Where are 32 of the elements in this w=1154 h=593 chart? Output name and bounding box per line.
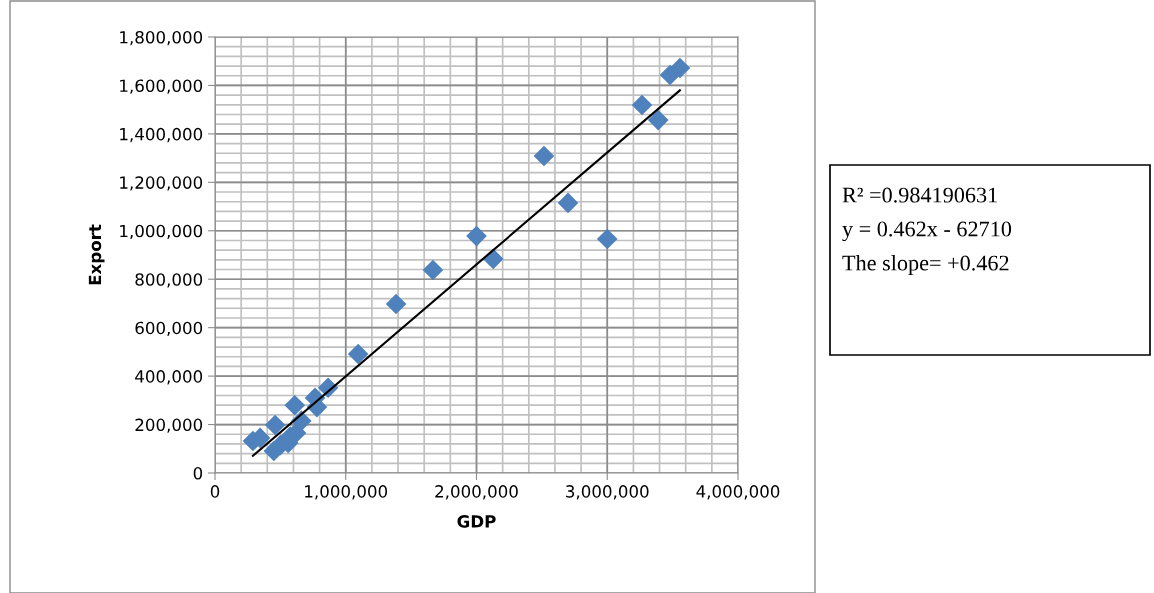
point — [466, 225, 487, 247]
point — [557, 192, 579, 214]
y-tick-label: 1,200,000 — [120, 176, 203, 191]
point — [264, 414, 286, 436]
text: The slope= +0.462 — [842, 254, 1009, 276]
point — [422, 259, 444, 281]
point — [533, 145, 555, 167]
x-tick-label: 1,000,000 — [305, 485, 388, 500]
x-tick-label: 2,000,000 — [435, 485, 518, 500]
y-tick-label: 1,600,000 — [120, 79, 203, 94]
y-axis-title: Export — [88, 224, 105, 285]
text: R² =0.984190631 — [842, 187, 997, 203]
point — [647, 109, 669, 131]
point — [284, 394, 306, 416]
point — [596, 228, 618, 250]
y-tick-label: 1,000,000 — [120, 224, 203, 240]
x-tick-label: 4,000,000 — [696, 485, 780, 500]
x-tick-label: 0 — [210, 485, 220, 498]
point — [347, 343, 369, 365]
point — [385, 293, 407, 315]
text: y = 0.462x - 62710 — [842, 221, 1012, 242]
y-tick-label: 200,000 — [135, 418, 203, 433]
x-axis-title: GDP — [457, 515, 496, 528]
point — [631, 94, 653, 116]
y-tick-label: 800,000 — [135, 273, 203, 288]
point — [669, 57, 691, 79]
y-tick-label: 400,000 — [135, 370, 203, 385]
x-tick-label: 3,000,000 — [566, 485, 649, 500]
y-tick-label: 600,000 — [135, 321, 203, 336]
y-tick-label: 0 — [193, 466, 203, 480]
y-tick-label: 1,400,000 — [120, 127, 203, 143]
y-tick-label: 1,800,000 — [120, 30, 203, 46]
